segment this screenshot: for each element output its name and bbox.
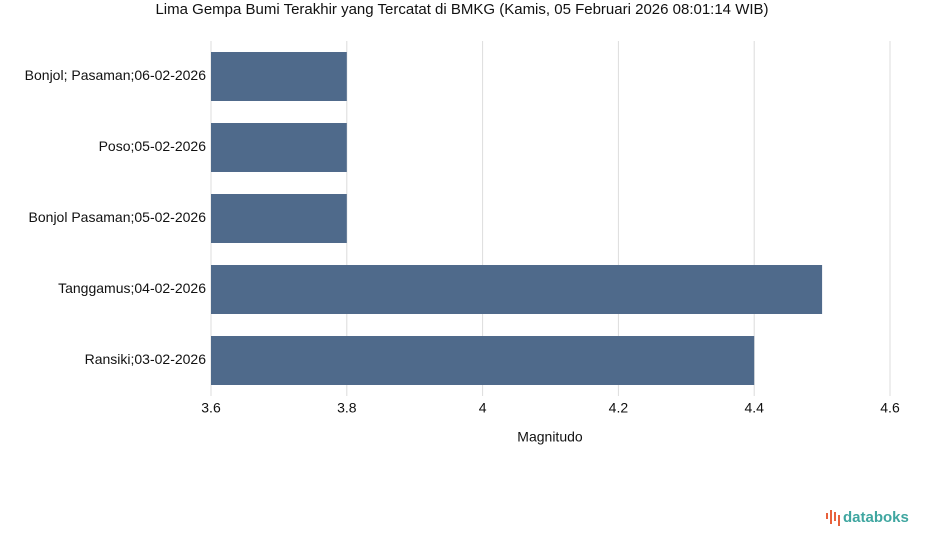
x-axis-label: Magnitudo — [517, 429, 583, 445]
chart-title: Lima Gempa Bumi Terakhir yang Tercatat d… — [155, 1, 768, 18]
y-tick-label: Ransiki;03-02-2026 — [85, 351, 207, 367]
y-tick-label: Bonjol; Pasaman;06-02-2026 — [25, 67, 207, 83]
x-tick-label: 4 — [479, 400, 487, 416]
bar — [211, 52, 347, 101]
logo: databoks — [826, 509, 909, 526]
bar — [211, 265, 823, 314]
x-tick-label: 4.2 — [609, 400, 629, 416]
x-tick-label: 3.6 — [201, 400, 221, 416]
y-tick-label: Tanggamus;04-02-2026 — [58, 280, 206, 296]
x-tick-label: 4.4 — [744, 400, 764, 416]
y-tick-label: Bonjol Pasaman;05-02-2026 — [29, 209, 207, 225]
watermark: databoks — [843, 509, 909, 526]
bar — [211, 194, 347, 243]
bar — [211, 336, 755, 385]
x-tick-label: 4.6 — [880, 400, 900, 416]
bar — [211, 123, 347, 172]
x-tick-label: 3.8 — [337, 400, 357, 416]
y-tick-label: Poso;05-02-2026 — [99, 138, 207, 154]
